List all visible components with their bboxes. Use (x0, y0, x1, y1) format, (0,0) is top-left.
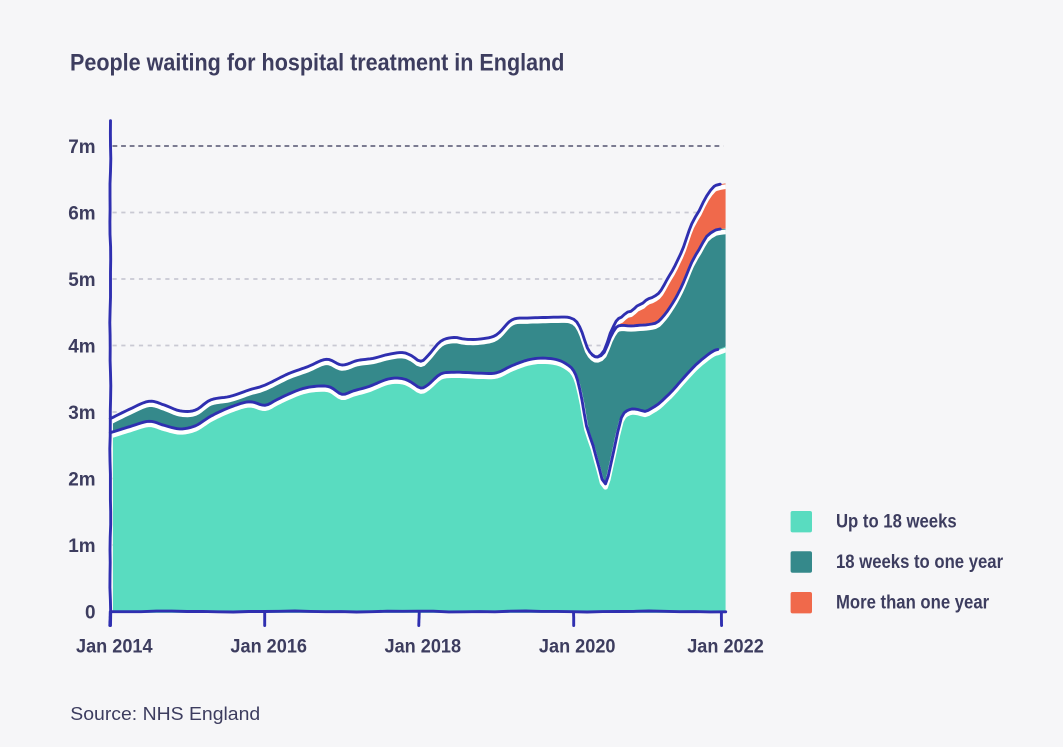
svg-text:4m: 4m (68, 336, 95, 357)
svg-text:Jan 2022: Jan 2022 (687, 635, 764, 657)
svg-text:7m: 7m (68, 137, 95, 158)
svg-text:6m: 6m (68, 203, 95, 224)
svg-text:Jan 2014: Jan 2014 (76, 635, 153, 657)
svg-text:1m: 1m (68, 536, 95, 557)
svg-text:18 weeks to one year: 18 weeks to one year (836, 551, 1003, 572)
svg-text:0: 0 (85, 602, 96, 623)
svg-text:Up to 18 weeks: Up to 18 weeks (836, 511, 957, 532)
svg-text:Jan 2016: Jan 2016 (230, 635, 307, 657)
svg-text:Jan 2020: Jan 2020 (539, 635, 616, 657)
svg-text:Jan 2018: Jan 2018 (385, 635, 462, 657)
svg-text:2m: 2m (68, 469, 95, 490)
svg-text:People waiting for hospital tr: People waiting for hospital treatment in… (70, 48, 564, 76)
svg-text:More than one year: More than one year (836, 592, 989, 613)
svg-text:Source: NHS England: Source: NHS England (70, 704, 260, 724)
svg-text:5m: 5m (68, 270, 95, 291)
svg-text:3m: 3m (68, 403, 95, 424)
